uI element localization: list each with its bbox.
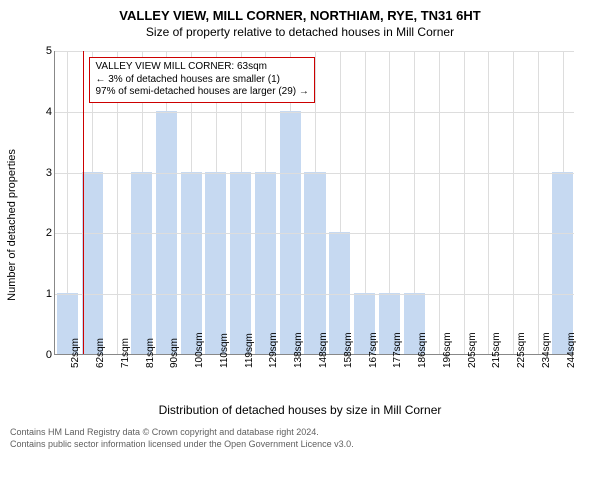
x-tick: 71sqm: [120, 338, 131, 368]
gridline-h: [55, 112, 574, 113]
x-tick: 244sqm: [566, 332, 577, 368]
y-tick: 4: [42, 106, 52, 118]
x-tick: 205sqm: [467, 332, 478, 368]
x-tick: 100sqm: [194, 332, 205, 368]
x-tick: 225sqm: [516, 332, 527, 368]
y-tick: 2: [42, 227, 52, 239]
y-tick: 5: [42, 45, 52, 57]
page-title: VALLEY VIEW, MILL CORNER, NORTHIAM, RYE,…: [10, 8, 590, 23]
y-tick: 3: [42, 167, 52, 179]
bar: [82, 172, 103, 354]
callout-line2: ← 3% of detached houses are smaller (1): [95, 74, 308, 87]
x-tick: 129sqm: [268, 332, 279, 368]
x-tick: 186sqm: [417, 332, 428, 368]
footer-line1: Contains HM Land Registry data © Crown c…: [10, 427, 590, 439]
footer-line2: Contains public sector information licen…: [10, 439, 590, 451]
x-tick: 167sqm: [368, 332, 379, 368]
x-tick: 148sqm: [318, 332, 329, 368]
subtitle: Size of property relative to detached ho…: [10, 25, 590, 39]
x-tick: 62sqm: [95, 338, 106, 368]
x-axis-label: Distribution of detached houses by size …: [10, 403, 590, 417]
bar: [131, 172, 152, 354]
footer: Contains HM Land Registry data © Crown c…: [10, 427, 590, 450]
y-tick: 1: [42, 288, 52, 300]
bar: [205, 172, 226, 354]
y-tick: 0: [42, 349, 52, 361]
chart: Number of detached properties VALLEY VIE…: [20, 45, 580, 405]
x-tick: 52sqm: [70, 338, 81, 368]
x-tick: 90sqm: [169, 338, 180, 368]
x-tick: 177sqm: [392, 332, 403, 368]
callout-box: VALLEY VIEW MILL CORNER: 63sqm ← 3% of d…: [89, 57, 314, 103]
x-tick: 110sqm: [219, 333, 230, 368]
y-axis-label: Number of detached properties: [6, 149, 18, 301]
bar: [552, 172, 573, 354]
gridline-h: [55, 233, 574, 234]
gridline-h: [55, 51, 574, 52]
bar: [255, 172, 276, 354]
bar: [230, 172, 251, 354]
callout-line3: 97% of semi-detached houses are larger (…: [95, 86, 308, 99]
bar: [304, 172, 325, 354]
x-tick: 196sqm: [442, 332, 453, 368]
x-tick: 234sqm: [541, 332, 552, 368]
x-tick: 119sqm: [244, 333, 255, 368]
plot-area: VALLEY VIEW MILL CORNER: 63sqm ← 3% of d…: [54, 51, 574, 355]
gridline-h: [55, 173, 574, 174]
callout-line1: VALLEY VIEW MILL CORNER: 63sqm: [95, 61, 308, 74]
gridline-h: [55, 294, 574, 295]
x-tick: 138sqm: [293, 332, 304, 368]
x-tick: 215sqm: [491, 332, 502, 368]
x-tick: 158sqm: [343, 332, 354, 368]
bar: [181, 172, 202, 354]
reference-line: [83, 51, 84, 354]
x-tick: 81sqm: [145, 338, 156, 368]
